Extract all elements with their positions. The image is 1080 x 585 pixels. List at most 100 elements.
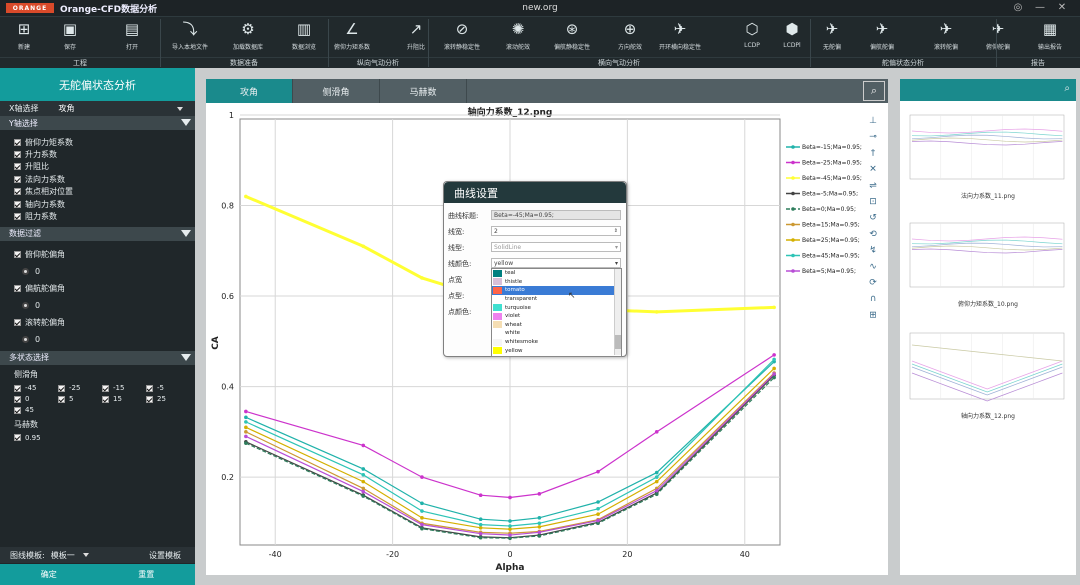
curve-title-field[interactable]: Beta=-45;Ma=0.95; <box>491 210 621 220</box>
beta-option[interactable]: 15 <box>102 395 146 403</box>
color-option[interactable]: teal <box>492 269 621 278</box>
minimize-icon[interactable]: — <box>1035 2 1045 13</box>
y-axis-item[interactable]: 俯仰力矩系数 <box>0 136 195 148</box>
filter-value-row[interactable]: 0 <box>0 297 195 314</box>
filter-value-row[interactable]: 0 <box>0 263 195 280</box>
filter-item[interactable]: 偏航舵偏角 <box>0 280 195 297</box>
beta-option[interactable]: 25 <box>146 395 190 403</box>
filter-value-row[interactable]: 0 <box>0 331 195 348</box>
chart-tool-icon[interactable]: ⊥ <box>869 116 877 126</box>
checkbox[interactable] <box>14 138 21 146</box>
y-axis-item[interactable]: 阻力系数 <box>0 210 195 222</box>
checkbox[interactable] <box>102 384 109 392</box>
search-icon[interactable]: ⌕ <box>1064 83 1070 94</box>
zoom-chart-icon[interactable]: ⌕ <box>863 81 885 101</box>
beta-option[interactable]: -5 <box>146 384 190 392</box>
ribbon-button-no-deflection[interactable]: ✈ 无舵偏 <box>812 20 852 56</box>
checkbox[interactable] <box>14 284 21 292</box>
template-select[interactable]: 模板一 <box>50 550 75 560</box>
list-scrollbar[interactable] <box>614 269 621 355</box>
color-option[interactable]: whitesmoke <box>492 338 621 347</box>
radio-button[interactable] <box>22 335 29 343</box>
y-axis-item[interactable]: 升阻比 <box>0 161 195 173</box>
checkbox[interactable] <box>14 250 21 258</box>
chart-tool-icon[interactable]: ↺ <box>869 213 877 223</box>
checkbox[interactable] <box>14 434 21 442</box>
thumbnail-chart[interactable] <box>906 109 1070 189</box>
thumbnail-chart[interactable] <box>906 327 1070 409</box>
y-axis-section[interactable]: Y轴选择 <box>0 116 195 130</box>
ribbon-button-report[interactable]: ▦ 输出报告 <box>1030 20 1070 56</box>
ribbon-button-lcdp[interactable]: ⬡ LCDP <box>732 20 772 56</box>
beta-option[interactable]: -45 <box>14 384 58 392</box>
color-option[interactable]: white <box>492 329 621 338</box>
chart-tool-icon[interactable]: ⊸ <box>869 132 877 142</box>
checkbox[interactable] <box>14 384 21 392</box>
multi-state-section[interactable]: 多状态选择 <box>0 350 195 365</box>
ribbon-button-roll-deflection[interactable]: ✈ 滚转舵偏 <box>926 20 966 56</box>
color-option[interactable]: violet <box>492 312 621 321</box>
tab-mach[interactable]: 马赫数 <box>380 79 467 103</box>
settings-circle-icon[interactable]: ◎ <box>1013 2 1023 13</box>
checkbox[interactable] <box>14 395 21 403</box>
confirm-button[interactable]: 确定 <box>40 570 57 579</box>
ribbon-button-lateral-stability[interactable]: ✈ 开环横向稳定性 <box>659 20 701 56</box>
checkbox[interactable] <box>14 163 21 171</box>
beta-option[interactable]: -15 <box>102 384 146 392</box>
filter-item[interactable]: 俯仰舵偏角 <box>0 246 195 263</box>
checkbox[interactable] <box>146 384 153 392</box>
color-option[interactable]: thistle <box>492 278 621 287</box>
beta-option[interactable]: 45 <box>14 406 58 414</box>
ribbon-button-pitch-moment[interactable]: ∠ 俯仰力矩系数 <box>332 20 372 56</box>
chart-tool-icon[interactable]: † <box>871 148 876 158</box>
color-option[interactable]: transparent <box>492 295 621 304</box>
beta-option[interactable]: -25 <box>58 384 102 392</box>
y-axis-item[interactable]: 升力系数 <box>0 148 195 160</box>
tab-beta[interactable]: 侧滑角 <box>293 79 380 103</box>
ribbon-button-lcdpl[interactable]: ⬢ LCDPl <box>772 20 812 56</box>
checkbox[interactable] <box>146 395 153 403</box>
chart-tool-icon[interactable]: ↯ <box>869 246 877 256</box>
mach-option[interactable]: 0.95 <box>14 434 58 442</box>
set-template-button[interactable]: 设置模板 <box>149 550 181 560</box>
checkbox[interactable] <box>102 395 109 403</box>
radio-button[interactable] <box>22 301 29 309</box>
checkbox[interactable] <box>14 175 21 183</box>
chart-tool-icon[interactable]: ✕ <box>869 165 877 175</box>
y-axis-item[interactable]: 焦点相对位置 <box>0 186 195 198</box>
thumbnail-chart[interactable] <box>906 217 1070 297</box>
chart-tool-icon[interactable]: ⊞ <box>869 310 877 320</box>
radio-button[interactable] <box>22 267 29 275</box>
filter-section[interactable]: 数据过滤 <box>0 226 195 241</box>
filter-item[interactable]: 滚转舵偏角 <box>0 314 195 331</box>
ribbon-button-import[interactable]: ⤵ 导入本地文件 <box>170 20 210 56</box>
checkbox[interactable] <box>14 151 21 159</box>
chart-tool-icon[interactable]: ⟲ <box>869 229 877 239</box>
color-option[interactable]: yellow <box>492 346 621 355</box>
chart-tool-icon[interactable]: ∿ <box>869 262 877 272</box>
checkbox[interactable] <box>14 200 21 208</box>
ribbon-button-database[interactable]: ⚙ 加载数据库 <box>228 20 268 56</box>
color-option[interactable]: wheat <box>492 321 621 330</box>
checkbox[interactable] <box>58 395 65 403</box>
checkbox[interactable] <box>14 188 21 196</box>
chart-tool-icon[interactable]: ⟳ <box>869 278 877 288</box>
color-option[interactable]: tomato <box>492 286 621 295</box>
ribbon-button-yaw-stability[interactable]: ⊛ 偏航静稳定性 <box>552 20 592 56</box>
reset-button[interactable]: 重置 <box>138 570 155 579</box>
chart-tool-icon[interactable]: ⊡ <box>869 197 877 207</box>
beta-option[interactable]: 5 <box>58 395 102 403</box>
line-width-spinbox[interactable]: 2 ⇕ <box>491 226 621 236</box>
ribbon-button-pitch-deflection[interactable]: ✈ 俯仰舵偏 <box>978 20 1018 56</box>
ribbon-button-roll-control[interactable]: ✺ 滚动舵效 <box>498 20 538 56</box>
beta-option[interactable]: 0 <box>14 395 58 403</box>
y-axis-item[interactable]: 轴向力系数 <box>0 198 195 210</box>
checkbox[interactable] <box>14 318 21 326</box>
checkbox[interactable] <box>58 384 65 392</box>
ribbon-button-save[interactable]: ▣ 保存 <box>50 20 90 56</box>
ribbon-button-roll-stability[interactable]: ⊘ 滚转静稳定性 <box>442 20 482 56</box>
ribbon-button-rudder[interactable]: ⊕ 方向舵效 <box>610 20 650 56</box>
ribbon-button-new-file[interactable]: ⊞ 新建 <box>4 20 44 56</box>
chart-tool-icon[interactable]: ⇌ <box>869 181 877 191</box>
spin-arrows-icon[interactable]: ⇕ <box>613 228 618 234</box>
